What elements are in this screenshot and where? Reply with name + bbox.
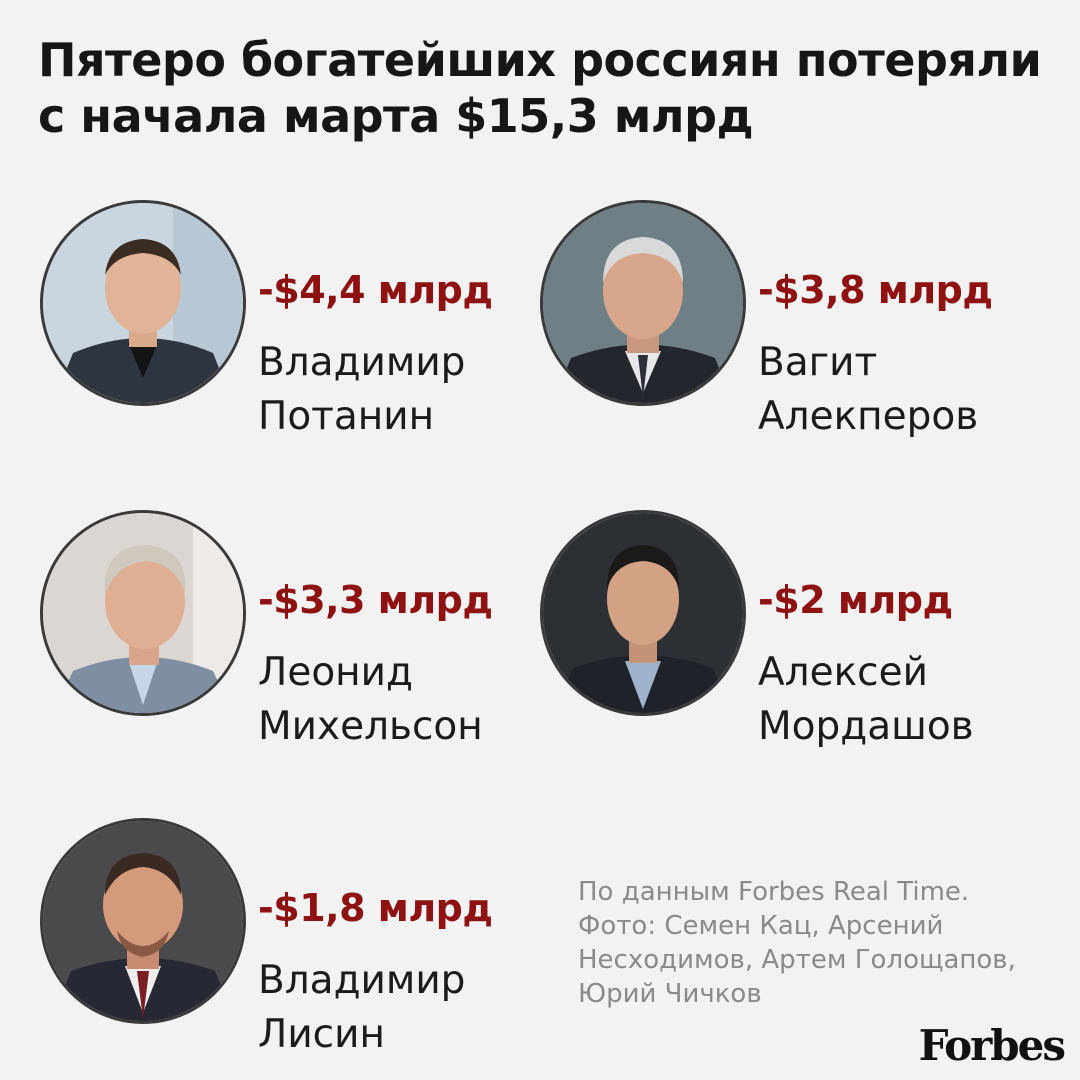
- title-line-1: Пятеро богатейших россиян потеряли: [38, 33, 1042, 87]
- last-name: Мордашов: [758, 704, 974, 749]
- portrait-icon: [43, 513, 243, 713]
- source-line-3: Несходимов, Артем Голощапов,: [578, 945, 1016, 975]
- forbes-logo: Forbes: [918, 1021, 1066, 1070]
- page-title: Пятеро богатейших россиян потеряли с нач…: [38, 32, 1058, 144]
- loss-amount: -$2 млрд: [758, 578, 953, 622]
- person-card-lisin: -$1,8 млрд Владимир Лисин: [40, 818, 540, 1057]
- last-name: Лисин: [258, 1012, 385, 1057]
- last-name: Потанин: [258, 394, 435, 439]
- portrait-photo: [40, 818, 246, 1024]
- person-name: Вагит Алекперов: [758, 336, 978, 444]
- person-name: Владимир Лисин: [258, 954, 465, 1062]
- portrait-icon: [543, 513, 743, 713]
- loss-amount: -$1,8 млрд: [258, 886, 493, 930]
- person-name: Владимир Потанин: [258, 336, 465, 444]
- person-card-alekperov: -$3,8 млрд Вагит Алекперов: [540, 200, 1040, 439]
- portrait-icon: [43, 203, 243, 403]
- source-line-1: По данным Forbes Real Time.: [578, 877, 970, 907]
- portrait-photo: [40, 510, 246, 716]
- title-line-2: с начала марта $15,3 млрд: [38, 89, 754, 143]
- person-card-potanin: -$4,4 млрд Владимир Потанин: [40, 200, 540, 439]
- portrait-photo: [540, 510, 746, 716]
- source-line-4: Юрий Чичков: [578, 979, 762, 1009]
- loss-amount: -$3,8 млрд: [758, 268, 993, 312]
- first-name: Владимир: [258, 340, 466, 385]
- source-line-2: Фото: Семен Кац, Арсений: [578, 911, 944, 941]
- first-name: Леонид: [258, 650, 413, 695]
- person-name: Алексей Мордашов: [758, 646, 974, 754]
- first-name: Алексей: [758, 650, 928, 695]
- last-name: Алекперов: [758, 394, 979, 439]
- portrait-photo: [540, 200, 746, 406]
- person-card-mikhelson: -$3,3 млрд Леонид Михельсон: [40, 510, 540, 749]
- person-card-mordashov: -$2 млрд Алексей Мордашов: [540, 510, 1040, 749]
- first-name: Вагит: [758, 340, 878, 385]
- person-name: Леонид Михельсон: [258, 646, 483, 754]
- first-name: Владимир: [258, 958, 466, 1003]
- portrait-photo: [40, 200, 246, 406]
- loss-amount: -$4,4 млрд: [258, 268, 493, 312]
- loss-amount: -$3,3 млрд: [258, 578, 493, 622]
- last-name: Михельсон: [258, 704, 483, 749]
- portrait-icon: [43, 821, 243, 1021]
- portrait-icon: [543, 203, 743, 403]
- source-credits: По данным Forbes Real Time. Фото: Семен …: [578, 875, 1058, 1011]
